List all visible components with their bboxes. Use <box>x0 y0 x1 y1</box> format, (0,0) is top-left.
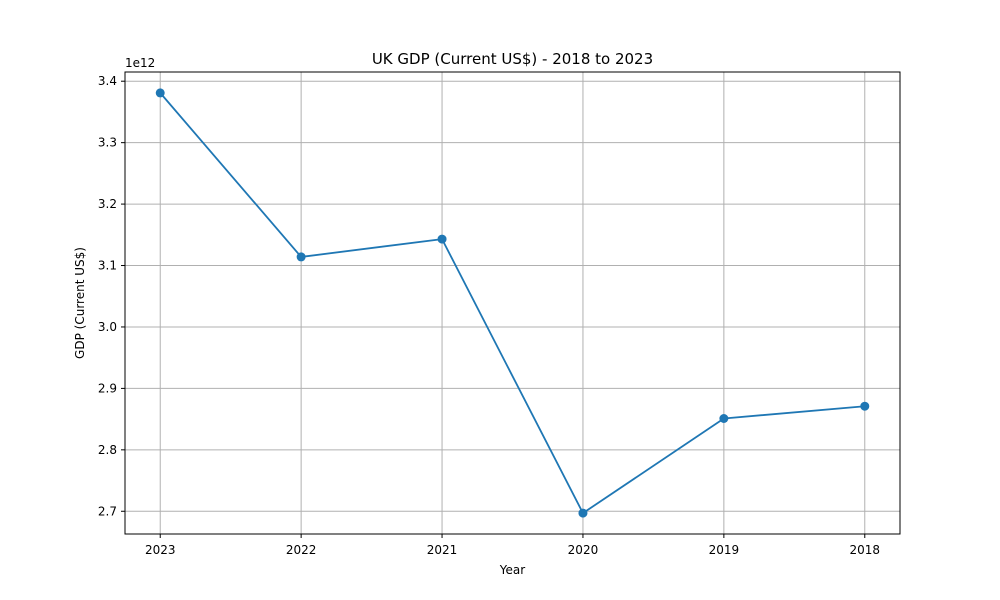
grid <box>125 72 900 534</box>
series-layer <box>155 88 870 518</box>
chart-title: UK GDP (Current US$) - 2018 to 2023 <box>372 50 653 68</box>
data-point-2019 <box>719 414 729 423</box>
y-tick-label: 3.1 <box>98 259 117 273</box>
y-tick-label: 2.7 <box>98 504 117 518</box>
x-tick-label: 2021 <box>427 543 458 557</box>
y-axis-label: GDP (Current US$) <box>73 247 87 359</box>
x-tick-label: 2019 <box>709 543 740 557</box>
y-tick-label: 2.8 <box>98 443 117 457</box>
x-tick-label: 2018 <box>849 543 880 557</box>
data-point-2023 <box>155 88 165 98</box>
data-point-2021 <box>437 234 447 244</box>
y-tick-label: 3.4 <box>98 74 117 88</box>
plot-frame <box>124 71 901 535</box>
y-tick-label: 3.0 <box>98 320 117 334</box>
ticks: 2023 2022 2021 2020 2019 2018 2.7 2.8 2.9 3.0 3.1 3… <box>98 74 880 557</box>
x-tick-label: 2023 <box>145 543 176 557</box>
x-axis-label: Year <box>499 563 525 577</box>
y-tick-label: 2.9 <box>98 381 117 395</box>
x-tick-label: 2022 <box>286 543 317 557</box>
series-line <box>159 92 865 515</box>
data-point-2020 <box>578 508 588 518</box>
y-tick-label: 3.2 <box>98 197 117 211</box>
y-offset-label: 1e12 <box>125 56 155 70</box>
y-tick-label: 3.3 <box>98 136 117 150</box>
data-point-2022 <box>296 252 306 262</box>
data-point-2018 <box>860 401 870 411</box>
x-tick-label: 2020 <box>568 543 599 557</box>
